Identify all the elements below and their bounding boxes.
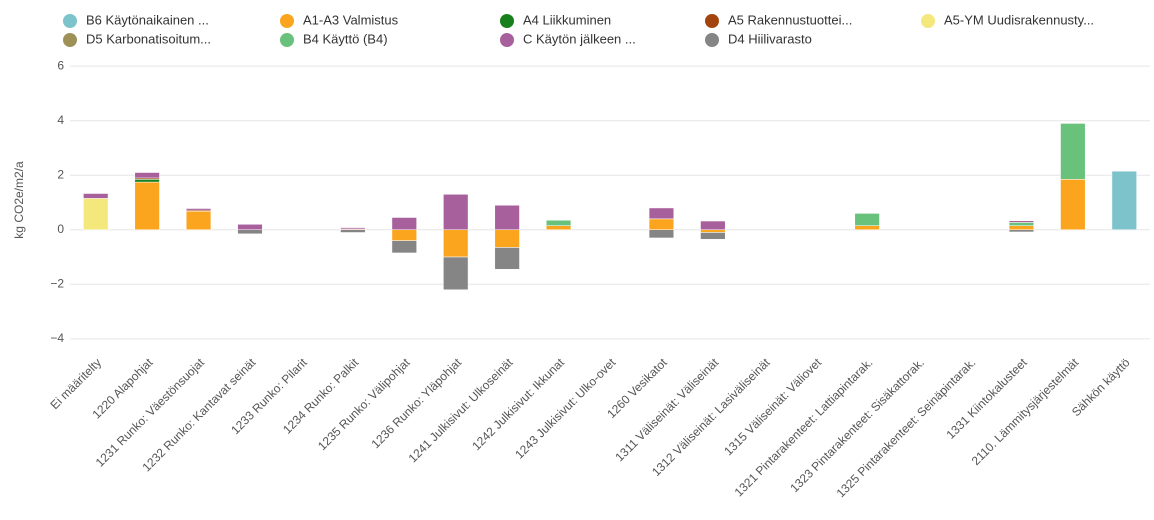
bar-segment xyxy=(1111,170,1137,231)
legend-label: A5 Rakennustuottei... xyxy=(728,12,852,27)
x-tick-label: 1231 Runko: Väestönsuojat xyxy=(93,355,208,470)
x-tick-label: 1242 Julkisivut: Ikkunat xyxy=(469,355,567,453)
bar-segment xyxy=(443,256,469,290)
x-tick-label: Ei määritelty xyxy=(47,355,104,412)
bar-segment xyxy=(391,217,417,231)
bar-segment xyxy=(134,172,160,179)
legend-marker xyxy=(63,33,77,47)
legend-label: A5-YM Uudisrakennusty... xyxy=(944,12,1094,27)
y-axis-label: kg CO2e/m2/a xyxy=(12,161,26,239)
bar-segment xyxy=(648,229,675,239)
bar-segment xyxy=(391,240,417,254)
legend-marker xyxy=(280,14,294,28)
legend-label: A4 Liikkuminen xyxy=(523,12,611,27)
legend-label: B6 Käytönaikainen ... xyxy=(86,12,209,27)
bar-segment xyxy=(494,247,520,270)
bar-segment xyxy=(545,225,572,231)
y-tick-label: −2 xyxy=(50,276,64,290)
bar-segment xyxy=(1008,225,1035,231)
legend-marker xyxy=(280,33,294,47)
bar-segment xyxy=(83,193,109,199)
legend-marker xyxy=(500,14,514,28)
legend-label: D4 Hiilivarasto xyxy=(728,31,812,46)
bar-segment xyxy=(648,218,675,231)
legend-label: B4 Käyttö (B4) xyxy=(303,31,388,46)
legend-label: D5 Karbonatisoitum... xyxy=(86,31,211,46)
legend-marker xyxy=(500,33,514,47)
bar-segment xyxy=(854,213,880,226)
x-tick-label: 1315 Väliseinät: Väliovet xyxy=(721,355,824,458)
legend-marker xyxy=(63,14,77,28)
bar-segment xyxy=(443,194,469,231)
legend-marker xyxy=(921,14,935,28)
bar-segment xyxy=(494,204,520,231)
bar-segment xyxy=(237,229,263,235)
x-tick-label: 1236 Runko: Yläpohjat xyxy=(368,355,464,451)
bar-segment xyxy=(648,207,675,220)
legend-label: A1-A3 Valmistus xyxy=(303,12,399,27)
x-tick-label: 1311 Väliseinät: Väliseinät xyxy=(612,355,721,464)
bar-segment xyxy=(1060,123,1086,180)
bar-segment xyxy=(700,220,726,231)
bar-segment xyxy=(494,229,520,248)
bar-segment xyxy=(391,229,417,241)
x-tick-label: 1243 Julkisivut: Ulko-ovet xyxy=(512,355,619,462)
bar-segment xyxy=(1008,229,1035,233)
bar-segment xyxy=(185,208,212,211)
y-tick-label: 6 xyxy=(57,58,64,72)
bar-segment xyxy=(854,225,880,231)
bar-segment xyxy=(134,179,160,183)
bar-segment xyxy=(83,198,109,231)
legend-marker xyxy=(705,14,719,28)
bar-segment xyxy=(237,224,263,231)
bar-segment xyxy=(185,210,212,231)
bar-segment xyxy=(1008,222,1035,226)
bar-segment xyxy=(700,232,726,240)
bar-segment xyxy=(700,229,726,233)
y-tick-label: −4 xyxy=(50,331,64,345)
x-tick-label: 1241 Julkisivut: Ulkoseinät xyxy=(406,355,516,465)
legend-label: C Käytön jälkeen ... xyxy=(523,31,636,46)
x-tick-label: 1235 Runko: Välipohjat xyxy=(315,355,413,453)
bar-segment xyxy=(340,227,366,230)
bar-segment xyxy=(1008,220,1035,223)
bar-segment xyxy=(1060,179,1086,231)
bar-segment xyxy=(545,219,572,226)
x-tick-label: 2110. Lämmitysjärjestelmät xyxy=(969,355,1082,468)
y-tick-label: 0 xyxy=(57,222,64,236)
bar-segment xyxy=(134,181,160,231)
bar-segment xyxy=(340,229,366,233)
legend-marker xyxy=(705,33,719,47)
bar-segment xyxy=(443,229,469,258)
y-tick-label: 2 xyxy=(57,167,64,181)
y-tick-label: 4 xyxy=(57,113,64,127)
